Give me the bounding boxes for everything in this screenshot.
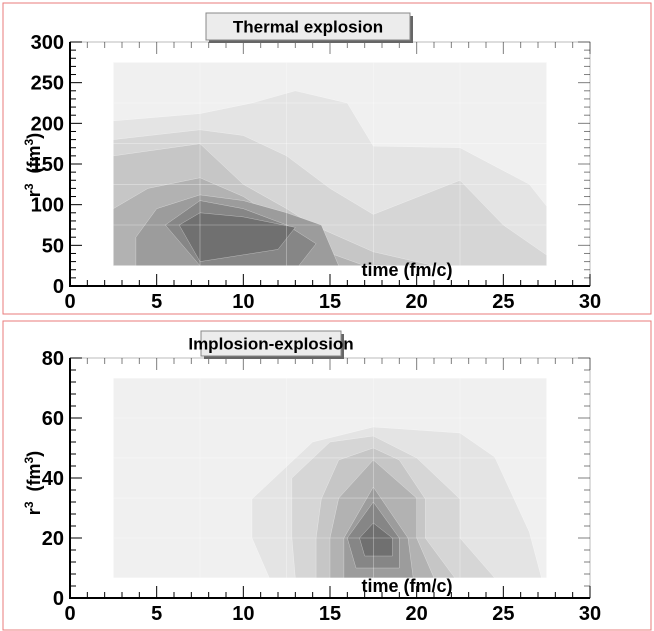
contour-level-7 xyxy=(359,522,393,557)
ticks xyxy=(69,41,591,287)
x-tick-label: 10 xyxy=(232,603,254,625)
x-tick-label: 10 xyxy=(232,291,254,313)
contour-levels xyxy=(113,62,547,266)
chart-panel-implosion: 0 5 10 15 20 25 30 0 20 40 60 80 time (fm/c) r3 (fm3)… xyxy=(0,318,654,631)
y-tick-label: 250 xyxy=(31,73,64,95)
x-tick-label: 25 xyxy=(492,603,514,625)
chart-title: Implosion-explosion xyxy=(188,335,353,354)
bin-grid xyxy=(113,377,547,579)
x-tick-label: 30 xyxy=(579,291,601,313)
implosion-explosion-chart: 0 5 10 15 20 25 30 0 20 40 60 80 time (fm/c) r3 (fm3)… xyxy=(2,320,652,631)
y-axis-label: r3 (fm3) xyxy=(22,451,44,515)
y-tick-label: 150 xyxy=(31,154,64,176)
y-tick-label: 80 xyxy=(42,348,64,370)
y-tick-label: 0 xyxy=(53,588,64,610)
chart-title-box: Implosion-explosion xyxy=(188,330,354,359)
y-tick-label: 300 xyxy=(31,32,64,54)
x-axis-label: time (fm/c) xyxy=(361,576,452,596)
y-tick-label: 100 xyxy=(31,195,64,217)
bin-grid xyxy=(113,62,547,266)
y-tick-label: 50 xyxy=(42,235,64,257)
y-tick-label: 60 xyxy=(42,408,64,430)
y-tick-label: 20 xyxy=(42,528,64,550)
ticks xyxy=(69,357,591,599)
chart-frame xyxy=(2,2,652,315)
y-axis-label: r3 (fm3) xyxy=(22,133,44,197)
x-tick-label: 25 xyxy=(492,291,514,313)
x-tick-label: 5 xyxy=(151,291,162,313)
x-tick-label: 15 xyxy=(319,291,341,313)
chart-title: Thermal explosion xyxy=(233,18,383,37)
y-tick-label: 40 xyxy=(42,468,64,490)
x-tick-label: 5 xyxy=(151,603,162,625)
y-tick-label: 0 xyxy=(53,276,64,298)
x-tick-label: 30 xyxy=(579,603,601,625)
y-tick-label: 200 xyxy=(31,113,64,135)
x-tick-label: 0 xyxy=(64,603,75,625)
x-tick-label: 15 xyxy=(319,603,341,625)
x-tick-label: 20 xyxy=(406,291,428,313)
chart-frame xyxy=(2,320,652,631)
x-tick-label: 0 xyxy=(64,291,75,313)
contour-levels xyxy=(113,377,547,579)
x-axis-label: time (fm/c) xyxy=(361,260,452,280)
chart-panel-thermal: 0 5 10 15 20 25 30 0 50 100 150 200 250 300 time (fm/c… xyxy=(2,2,652,315)
chart-title-box: Thermal explosion xyxy=(205,12,413,43)
x-tick-label: 20 xyxy=(406,603,428,625)
